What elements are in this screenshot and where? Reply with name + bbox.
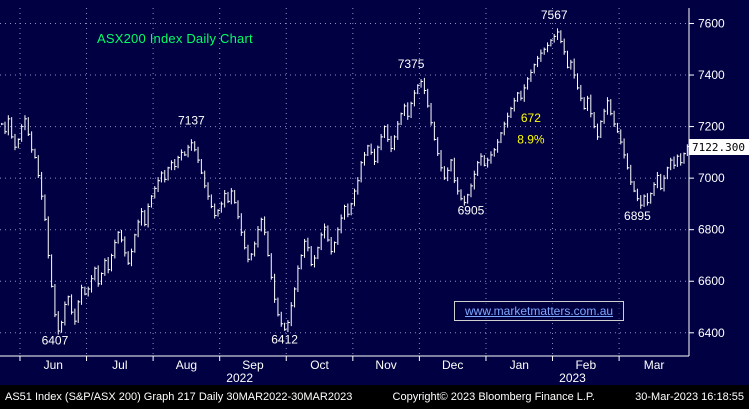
y-axis-label: 6400 [698,326,725,340]
price-chart[interactable]: 7600 7400 7200 7000 6800 6600 6400 Jun Jul Aug Sep… [0,0,749,385]
month-label: Oct [310,358,329,372]
watermark-link[interactable]: www.marketmatters.com.au [454,301,625,321]
month-label: Aug [176,358,197,372]
annotation-7137: 7137 [178,114,205,128]
annotation-6895: 6895 [624,209,651,223]
y-axis-label: 6800 [698,223,725,237]
y-axis-label: 6600 [698,274,725,288]
y-axis-label: 7400 [698,68,725,82]
month-label: Nov [375,358,396,372]
month-label: Jan [510,358,529,372]
month-label: Feb [575,358,596,372]
annotations: 6407 7137 6412 7375 6905 7567 672 8.9% 6895 [42,8,652,348]
y-axis-label: 7000 [698,171,725,185]
month-label: Jul [112,358,127,372]
candlestick-bars [1,28,690,335]
status-center-copyright: Copyright© 2023 Bloomberg Finance L.P. [392,391,595,403]
axis-lines [0,8,694,361]
annotation-7567: 7567 [541,8,568,22]
annotation-6412: 6412 [271,333,298,347]
month-label: Dec [442,358,463,372]
last-price-badge: 7122.300 [689,139,749,155]
year-label: 2023 [559,371,586,385]
annotation-8.9%: 8.9% [517,132,545,146]
month-label: Jun [44,358,63,372]
y-axis-label: 7200 [698,120,725,134]
annotation-6407: 6407 [42,333,69,347]
gridlines [0,8,689,356]
y-axis-label: 7600 [698,16,725,30]
status-bar: AS51 Index (S&P/ASX 200) Graph 217 Daily… [0,385,749,409]
year-label: 2022 [226,371,253,385]
annotation-7375: 7375 [398,57,425,71]
status-left-ticker-info: AS51 Index (S&P/ASX 200) Graph 217 Daily… [5,391,353,403]
month-label: Sep [242,358,264,372]
annotation-6905: 6905 [458,204,485,218]
annotation-672: 672 [521,111,541,125]
status-right-datetime: 30-Mar-2023 16:18:55 [635,391,744,403]
axis-labels: 7600 7400 7200 7000 6800 6600 6400 Jun Jul Aug Sep… [44,16,725,385]
month-label: Mar [644,358,665,372]
chart-title: ASX200 Index Daily Chart [97,31,253,46]
